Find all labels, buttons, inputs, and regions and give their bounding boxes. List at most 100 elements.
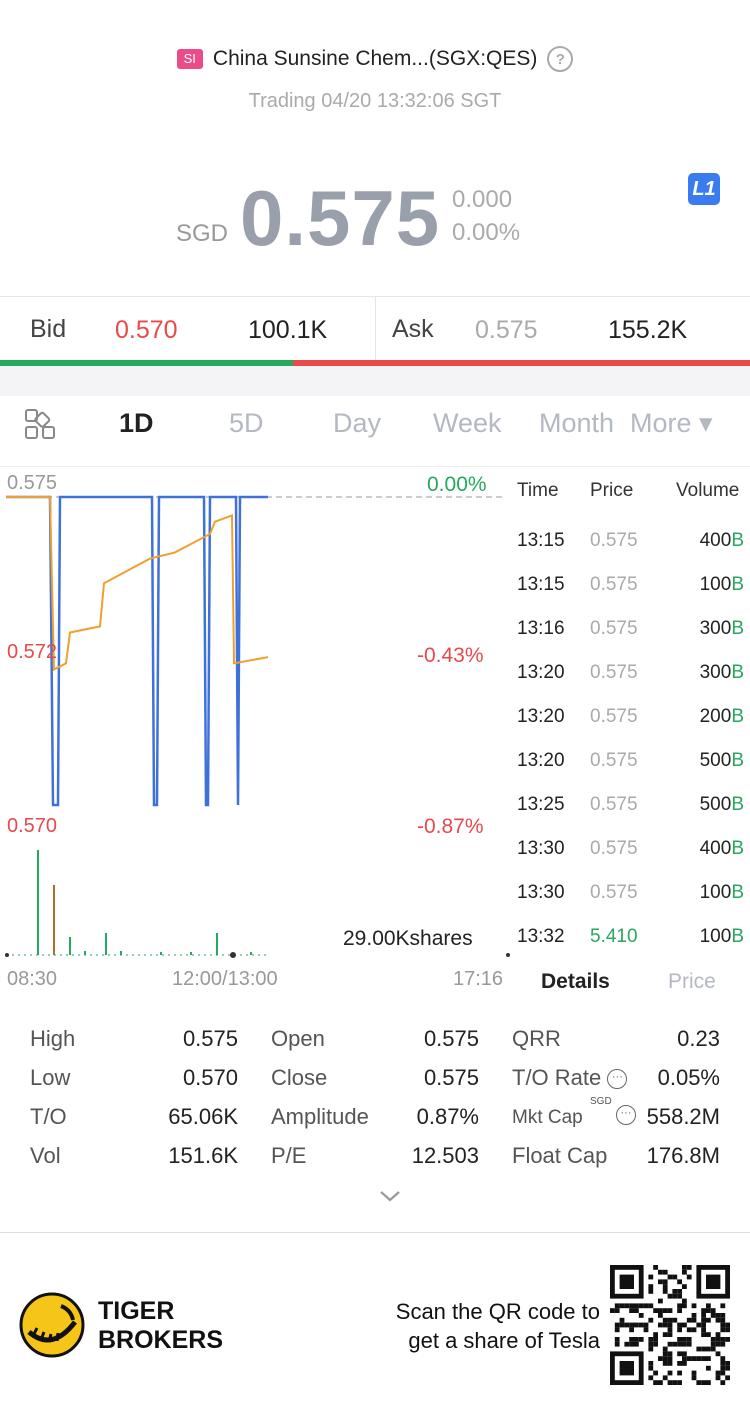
- chevron-down-icon[interactable]: [378, 1188, 402, 1204]
- stat-vol-label: Vol: [30, 1143, 61, 1168]
- tick-price: 0.575: [590, 706, 638, 727]
- tick-volume: 300B: [699, 662, 744, 683]
- trading-status: Trading 04/20 13:32:06 SGT: [248, 90, 502, 112]
- ask-label: Ask: [392, 315, 434, 343]
- tick-time: 13:25: [517, 794, 565, 815]
- tab-more[interactable]: More ▾: [630, 408, 713, 438]
- tick-time: 13:20: [517, 750, 565, 771]
- tick-price: 5.410: [590, 926, 638, 947]
- stat-close-label: Close: [271, 1065, 328, 1090]
- last-price: 0.575: [240, 174, 441, 262]
- volume-bars: [37, 850, 252, 955]
- bid-ratio-bar: [0, 360, 293, 366]
- tick-volume: 500B: [699, 750, 744, 771]
- help-icon[interactable]: ?: [547, 46, 574, 72]
- tick-time: 13:20: [517, 662, 565, 683]
- tick-price: 0.575: [590, 882, 638, 903]
- stat-pe-value: 12.503: [411, 1143, 479, 1168]
- x-label-end: 17:16: [453, 968, 504, 990]
- stat-mktcap-label: Mkt Cap: [512, 1107, 583, 1128]
- y-label-bottom: 0.570: [7, 815, 58, 837]
- mktcap-info-icon[interactable]: ···: [616, 1105, 636, 1125]
- bid-size: 100.1K: [248, 316, 328, 344]
- ask-size: 155.2K: [608, 316, 688, 344]
- level1-icon[interactable]: L1: [688, 173, 720, 205]
- brand-line2: BROKERS: [98, 1326, 224, 1354]
- tick-row: 13:20 0.575 300B: [517, 662, 747, 706]
- tick-price: 0.575: [590, 750, 638, 771]
- stat-mktcap-currency: SGD: [590, 1096, 612, 1107]
- tick-price: 0.575: [590, 530, 638, 551]
- price-currency: SGD: [176, 220, 229, 247]
- bidask-center-divider: [375, 296, 376, 360]
- stat-floatcap-value: 176.8M: [646, 1143, 720, 1168]
- tick-price: 0.575: [590, 838, 638, 859]
- stat-low-value: 0.570: [182, 1065, 238, 1090]
- tick-row: 13:30 0.575 400B: [517, 838, 747, 882]
- tick-volume: 200B: [699, 706, 744, 727]
- stat-pe-label: P/E: [271, 1143, 307, 1168]
- stat-qrr-value: 0.23: [677, 1026, 720, 1051]
- avg-price-line: [6, 496, 269, 672]
- more-info-icon[interactable]: ···: [607, 1069, 628, 1090]
- ask-price: 0.575: [475, 316, 538, 344]
- tick-row: 13:16 0.575 300B: [517, 618, 747, 662]
- volume-bar: [53, 885, 55, 955]
- price-change: 0.000: [452, 186, 513, 213]
- stat-torate-label: T/O Rate ···: [512, 1065, 628, 1091]
- volume-bar: [250, 952, 252, 955]
- stat-to-value: 65.06K: [168, 1104, 238, 1129]
- tab-price[interactable]: Price: [668, 970, 716, 993]
- volume-bar: [190, 952, 192, 955]
- price-change-block: 0.000 0.00%: [452, 183, 520, 249]
- ticks-head-time: Time: [517, 480, 559, 501]
- tab-month[interactable]: Month: [539, 408, 615, 438]
- stat-open-label: Open: [271, 1026, 325, 1051]
- intraday-chart[interactable]: [0, 467, 510, 997]
- stock-title: China Sunsine Chem...(SGX:QES): [212, 47, 538, 70]
- tick-time: 13:20: [517, 706, 565, 727]
- brand-line1: TIGER: [98, 1297, 175, 1325]
- tick-time: 13:15: [517, 530, 565, 551]
- stat-to-label: T/O: [30, 1104, 67, 1129]
- tick-volume: 400B: [699, 530, 744, 551]
- chart-start-dot: [5, 953, 9, 957]
- tick-price: 0.575: [590, 794, 638, 815]
- tab-details[interactable]: Details: [541, 970, 610, 993]
- tick-row: 13:20 0.575 200B: [517, 706, 747, 750]
- brand-name: TIGER BROKERS: [98, 1297, 223, 1355]
- pct-label-top: 0.00%: [427, 473, 487, 496]
- stat-amplitude-label: Amplitude: [271, 1104, 369, 1129]
- stat-torate-value: 0.05%: [657, 1065, 720, 1090]
- tab-week[interactable]: Week: [433, 408, 502, 438]
- tick-time: 13:30: [517, 882, 565, 903]
- tab-day[interactable]: Day: [333, 408, 382, 438]
- tick-price: 0.575: [590, 618, 638, 639]
- stock-title-bar: SI China Sunsine Chem...(SGX:QES) ?: [0, 46, 750, 72]
- stat-high-value: 0.575: [182, 1026, 238, 1051]
- market-badge: SI: [176, 49, 203, 69]
- tick-row: 13:15 0.575 400B: [517, 530, 747, 574]
- stat-amplitude-value: 0.87%: [416, 1104, 479, 1129]
- tick-price: 0.575: [590, 662, 638, 683]
- tick-time: 13:30: [517, 838, 565, 859]
- volume-bar: [216, 933, 218, 955]
- tick-row: 13:25 0.575 500B: [517, 794, 747, 838]
- tick-time: 13:15: [517, 574, 565, 595]
- tick-price: 0.575: [590, 574, 638, 595]
- tick-row: 13:32 5.410 100B: [517, 926, 747, 970]
- stat-low-label: Low: [30, 1065, 71, 1090]
- tab-5d[interactable]: 5D: [229, 408, 264, 438]
- tab-1d[interactable]: 1D: [119, 408, 154, 438]
- tick-row: 13:30 0.575 100B: [517, 882, 747, 926]
- volume-bar: [160, 952, 162, 955]
- price-line: [6, 495, 268, 807]
- x-label-start: 08:30: [7, 968, 58, 990]
- volume-label: 29.00Kshares: [343, 927, 473, 950]
- tick-volume: 500B: [699, 794, 744, 815]
- qr-code-icon[interactable]: [610, 1265, 730, 1385]
- volume-bar: [69, 937, 71, 955]
- tick-row: 13:20 0.575 500B: [517, 750, 747, 794]
- stat-vol-value: 151.6K: [168, 1143, 238, 1168]
- grid-icon[interactable]: [24, 408, 56, 440]
